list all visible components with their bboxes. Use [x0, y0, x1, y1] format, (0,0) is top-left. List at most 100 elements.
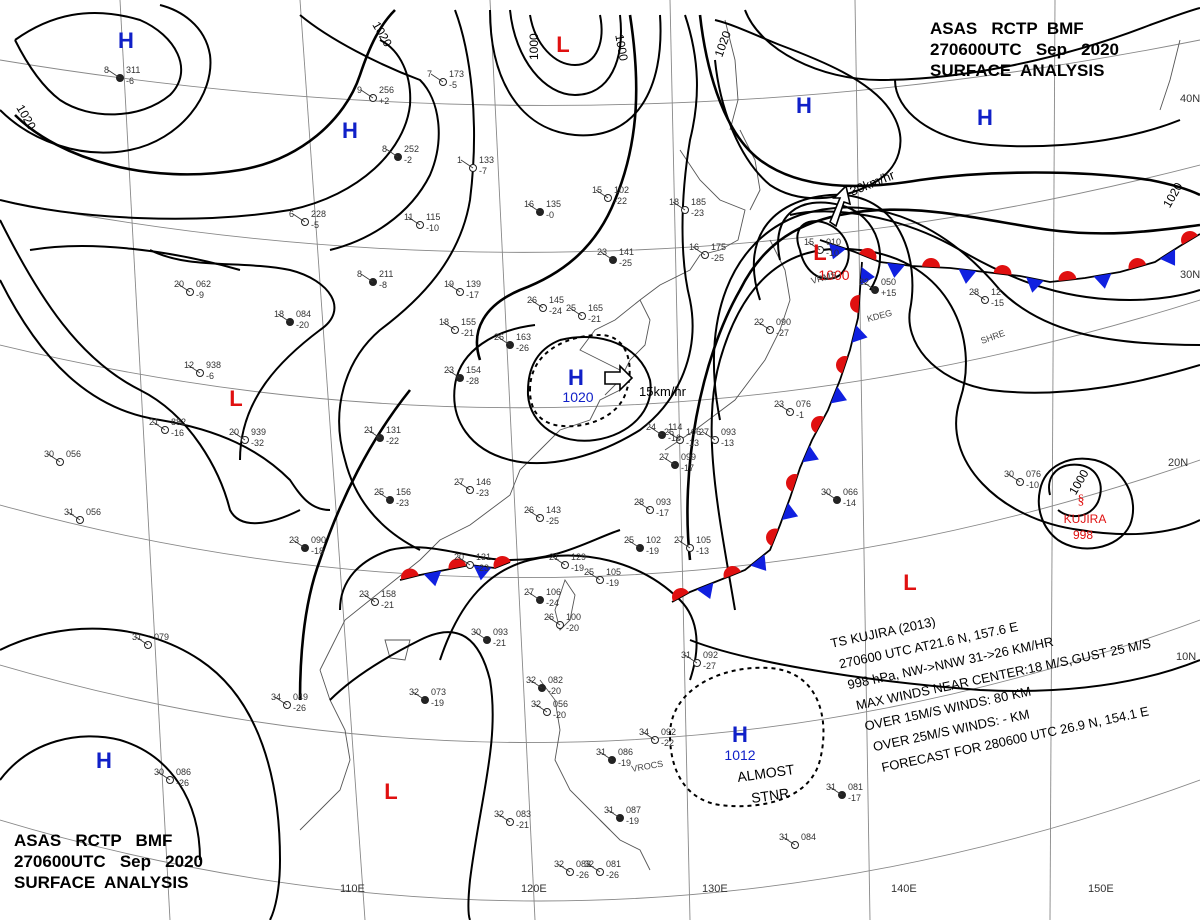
station-pressure: 115: [426, 212, 440, 222]
station-pressure: 083: [576, 859, 591, 869]
station-pressure: 050: [881, 277, 896, 287]
latitude-label: 40N: [1180, 93, 1200, 105]
warm-front-bump: [836, 356, 848, 374]
wind-barb: [360, 273, 374, 283]
wind-barb: [757, 321, 771, 331]
wind-barb: [377, 491, 391, 501]
station-temp: 21: [149, 417, 159, 427]
station-temp: 31: [681, 650, 691, 660]
wind-barb: [187, 364, 201, 374]
station-plot: 22 090-27: [754, 317, 791, 338]
station-plot: 1 133-7: [457, 155, 494, 176]
station-tendency: -17: [848, 793, 861, 803]
station-plot: 28 12-15: [969, 287, 1004, 308]
station-temp: 23: [774, 399, 784, 409]
header-line: ASAS RCTP BMF: [14, 831, 173, 850]
warm-front-bump: [811, 416, 825, 433]
isobar-line: [489, 9, 662, 137]
wind-barb: [157, 771, 171, 781]
wind-barb: [552, 556, 566, 566]
wind-barb: [292, 539, 306, 549]
isobar-line: [744, 7, 1200, 82]
station-tendency: -27: [776, 328, 789, 338]
isobar-line: [29, 245, 241, 271]
wind-barb: [547, 616, 561, 626]
station-plot: 31 092-27: [681, 650, 718, 671]
station-pressure: 311: [126, 65, 140, 75]
station-tendency: -23: [476, 563, 489, 573]
high-center: H: [568, 365, 584, 390]
wind-barb: [649, 426, 663, 436]
wind-barb: [497, 813, 511, 823]
station-pressure: 092: [703, 650, 718, 660]
parallel-line: [0, 299, 1200, 409]
station-plot: 32 082-20: [526, 675, 563, 696]
isobar-line: [14, 9, 396, 176]
station-tendency: -24: [549, 306, 562, 316]
station-plot: 32 073-19: [409, 687, 446, 708]
station-temp: 27: [524, 587, 534, 597]
station-tendency: -21: [588, 314, 601, 324]
station-plot: 9 256+2: [357, 85, 394, 106]
station-temp: 15: [804, 237, 814, 247]
warm-front-bump: [401, 568, 419, 580]
station-tendency: -26: [576, 870, 589, 880]
latitude-label: 30N: [1180, 269, 1200, 281]
motion-label: 15km/hr: [639, 384, 687, 399]
station-plot: 32 083-21: [494, 809, 531, 830]
station-temp: 30: [1004, 469, 1014, 479]
low-center: L: [384, 779, 397, 804]
wind-barb: [292, 213, 306, 223]
station-temp: 21: [364, 425, 374, 435]
wind-barb: [447, 369, 461, 379]
station-pressure: 049: [293, 692, 308, 702]
station-plots: 8 311-67 173-59 256+28 252-2 1 133-715 102-2216…: [44, 65, 1041, 880]
station-temp: 21: [549, 552, 559, 562]
wind-barb: [692, 246, 706, 256]
station-plot: 28 093-17: [634, 497, 671, 518]
wind-barb: [442, 321, 456, 331]
pressure-centers: H H L H H L L H L H L H 1000 1020 1012: [96, 28, 993, 804]
station-plot: 30 056: [44, 449, 81, 466]
station-pressure: 133: [479, 155, 494, 165]
station-pressure: 252: [404, 144, 419, 154]
station-pressure: 056: [553, 699, 568, 709]
station-plot: 23 076-1: [774, 399, 811, 420]
station-temp: 6: [289, 209, 294, 219]
longitude-label: 140E: [891, 883, 917, 895]
station-temp: 28: [969, 287, 979, 297]
station-tendency: -19: [571, 563, 584, 573]
station-pressure: 105: [606, 567, 621, 577]
warm-front-bump: [493, 556, 511, 569]
station-pressure: 155: [461, 317, 476, 327]
station-plot: 32 081-26: [584, 859, 621, 880]
map-annotations: 30km/hr 15km/hr ALMOST STNR: [639, 167, 897, 806]
station-plot: 21 129-19: [549, 552, 586, 573]
station-tendency: -21: [381, 600, 394, 610]
station-temp: 25: [624, 535, 634, 545]
station-pressure: 939: [251, 427, 266, 437]
station-pressure: 163: [516, 332, 531, 342]
wind-barb: [412, 691, 426, 701]
high-outlines: [529, 333, 825, 808]
station-pressure: 066: [843, 487, 858, 497]
wind-barb: [557, 863, 571, 873]
low-center-value: 1000: [818, 267, 849, 283]
station-tendency: -13: [721, 438, 734, 448]
station-tendency: -20: [553, 710, 566, 720]
station-pressure: 129: [571, 552, 586, 562]
wind-barb: [457, 556, 471, 566]
wind-barb: [667, 431, 681, 441]
isobar-line: [453, 14, 698, 465]
station-tendency: -18: [311, 546, 324, 556]
station-tendency: -20: [548, 686, 561, 696]
station-tendency: -6: [126, 76, 134, 86]
station-pressure: 135: [546, 199, 561, 209]
station-pressure: 079: [154, 632, 169, 642]
warm-front-bump: [723, 566, 741, 579]
station-pressure: 093: [656, 497, 671, 507]
high-outline-dashed: [529, 333, 631, 428]
isobar-line: [0, 735, 201, 861]
station-temp: 30: [821, 487, 831, 497]
